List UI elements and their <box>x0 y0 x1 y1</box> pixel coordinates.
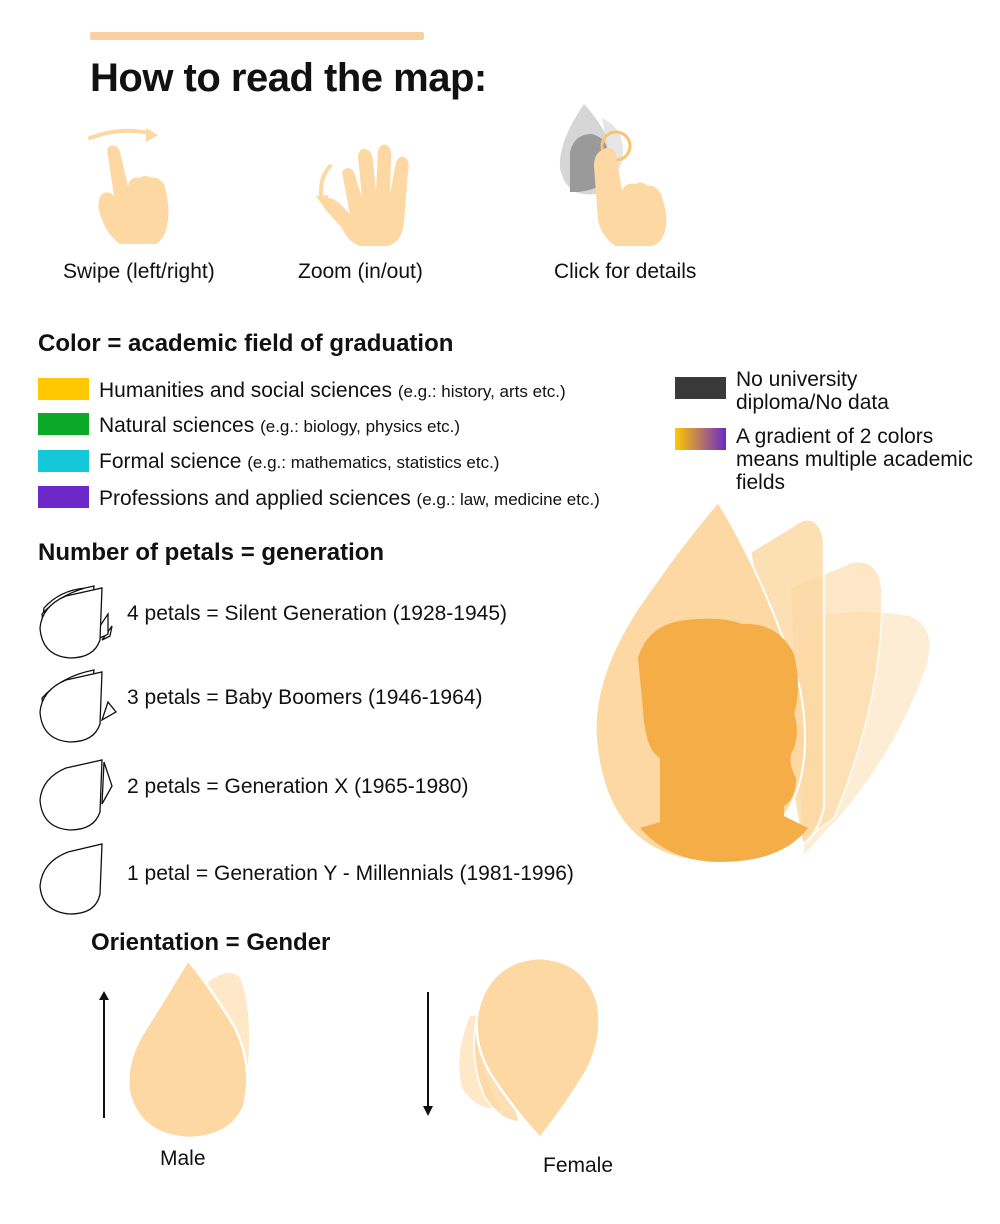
petal-label-genx: 2 petals = Generation X (1965-1980) <box>127 775 469 798</box>
swatch-gradient <box>675 428 726 450</box>
swatch-formal-science <box>38 450 89 472</box>
pinch-zoom-hand-icon <box>316 144 409 246</box>
male-label: Male <box>160 1147 206 1170</box>
gesture-label-zoom: Zoom (in/out) <box>298 260 423 283</box>
petal-section-title: Number of petals = generation <box>38 539 385 566</box>
color-section-title: Color = academic field of graduation <box>38 330 454 357</box>
three-petals-icon <box>39 669 117 743</box>
orientation-section-title: Orientation = Gender <box>91 929 331 956</box>
male-flower-icon <box>126 957 249 1140</box>
legend-item-natural-sciences: Natural sciences (e.g.: biology, physics… <box>99 414 460 438</box>
two-petals-icon <box>39 759 113 831</box>
legend-example: (e.g.: history, arts etc.) <box>397 382 566 401</box>
swatch-natural-sciences <box>38 413 89 435</box>
female-label: Female <box>543 1154 614 1177</box>
legend-gradient: A gradient of 2 colors means multiple ac… <box>736 425 973 494</box>
page-title: How to read the map: <box>90 56 487 100</box>
title-accent-bar <box>90 32 424 40</box>
legend-label: Formal science <box>99 450 242 473</box>
legend-item-humanities: Humanities and social sciences (e.g.: hi… <box>99 379 566 403</box>
legend-label: Professions and applied sciences <box>99 487 411 510</box>
example-flower-illustration <box>594 500 930 864</box>
tap-hand-icon <box>559 104 667 246</box>
female-flower-icon <box>459 956 601 1140</box>
legend-item-professions: Professions and applied sciences (e.g.: … <box>99 487 600 511</box>
swipe-hand-icon <box>88 128 169 244</box>
swatch-humanities <box>38 378 89 400</box>
petal-label-millennials: 1 petal = Generation Y - Millennials (19… <box>127 862 574 885</box>
legend-example: (e.g.: law, medicine etc.) <box>416 490 600 509</box>
gesture-label-swipe: Swipe (left/right) <box>63 260 215 283</box>
swatch-professions <box>38 486 89 508</box>
swatch-no-data <box>675 377 726 399</box>
one-petal-icon <box>39 843 103 915</box>
up-arrow-icon <box>99 991 109 1118</box>
petal-label-silent: 4 petals = Silent Generation (1928-1945) <box>127 602 507 625</box>
gesture-label-click: Click for details <box>554 260 697 283</box>
four-petals-icon <box>39 585 113 659</box>
legend-item-formal-science: Formal science (e.g.: mathematics, stati… <box>99 450 499 474</box>
legend-example: (e.g.: mathematics, statistics etc.) <box>247 453 500 472</box>
down-arrow-icon <box>423 992 433 1116</box>
legend-example: (e.g.: biology, physics etc.) <box>260 417 461 436</box>
legend-label: Natural sciences <box>99 414 255 437</box>
legend-label: Humanities and social sciences <box>99 379 392 402</box>
legend-no-data: No university diploma/No data <box>736 368 889 414</box>
petal-label-boomers: 3 petals = Baby Boomers (1946-1964) <box>127 686 483 709</box>
